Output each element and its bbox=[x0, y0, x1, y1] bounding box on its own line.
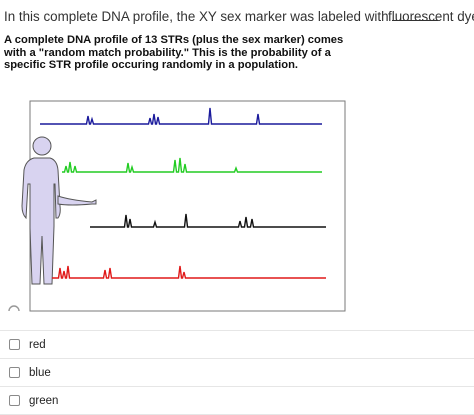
choice-green[interactable]: green bbox=[0, 386, 474, 415]
checkbox[interactable] bbox=[9, 339, 20, 350]
choice-label: blue bbox=[29, 366, 51, 379]
question-text: In this complete DNA profile, the XY sex… bbox=[4, 9, 474, 24]
answer-blank bbox=[391, 9, 438, 21]
dna-profile-image bbox=[21, 100, 346, 312]
question-prefix: In this complete DNA profile, the XY sex… bbox=[4, 9, 389, 24]
choice-label: green bbox=[29, 394, 59, 407]
red-trace bbox=[52, 265, 326, 279]
choice-red[interactable]: red bbox=[0, 330, 474, 358]
question-suffix: fluorescent dye. bbox=[388, 9, 474, 24]
blue-trace bbox=[40, 107, 322, 125]
checkbox[interactable] bbox=[9, 395, 20, 406]
figure-frame bbox=[29, 100, 346, 312]
dna-profile-figure bbox=[0, 96, 474, 326]
checkbox[interactable] bbox=[9, 367, 20, 378]
choice-blue[interactable]: blue bbox=[0, 358, 474, 386]
loading-spinner-icon bbox=[8, 305, 20, 312]
answer-choices: red blue green bbox=[0, 330, 474, 415]
figure-caption: A complete DNA profile of 13 STRs (plus … bbox=[4, 34, 344, 72]
black-trace bbox=[90, 213, 326, 228]
choice-label: red bbox=[29, 338, 46, 351]
green-trace bbox=[62, 157, 322, 173]
human-silhouette-icon bbox=[21, 136, 97, 285]
